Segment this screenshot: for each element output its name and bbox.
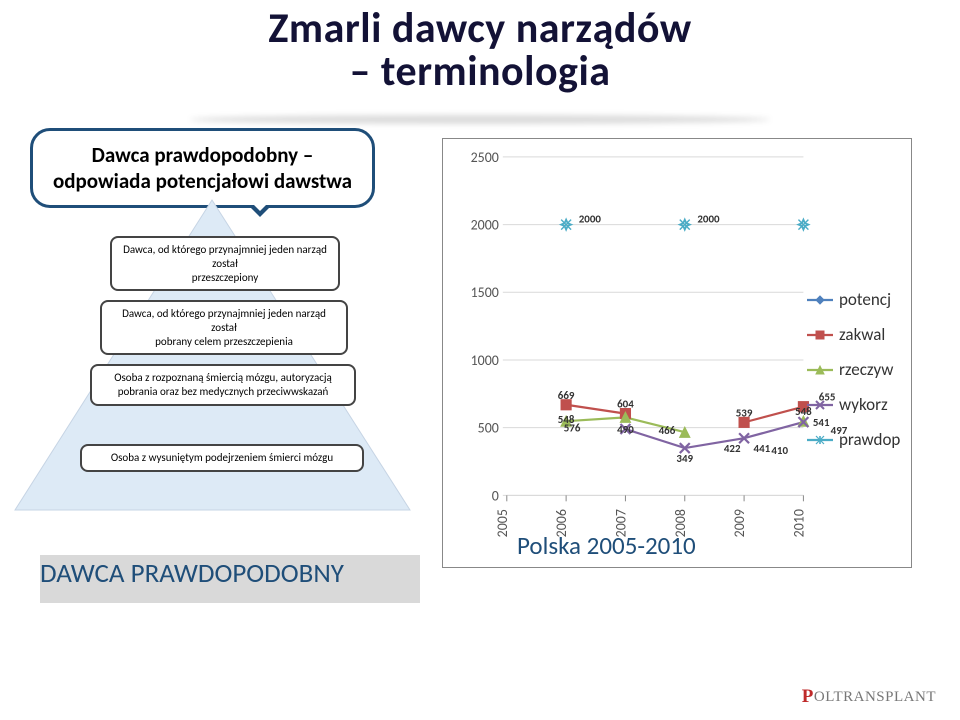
svg-text:539: 539 [736, 406, 753, 419]
legend-label-rzeczyw: rzeczyw [839, 359, 893, 380]
title-line2: – terminologia [350, 46, 611, 97]
svg-text:1000: 1000 [471, 352, 499, 369]
svg-text:441: 441 [754, 442, 771, 455]
svg-text:349: 349 [676, 452, 693, 465]
svg-text:466: 466 [659, 424, 676, 437]
legend-row-wykorz: wykorz [807, 394, 905, 415]
svg-text:2010: 2010 [790, 509, 807, 537]
svg-text:1500: 1500 [471, 284, 499, 301]
legend-row-potencj: potencj [807, 289, 905, 310]
logo-p: P [802, 686, 814, 707]
callout-line1: Dawca prawdopodobny – [92, 142, 314, 168]
poltransplant-logo: POLTRANSPLANT [802, 686, 936, 708]
callout-line2: odpowiada potencjałowi dawstwa [53, 168, 352, 194]
svg-text:2005: 2005 [494, 509, 511, 537]
svg-text:576: 576 [564, 421, 581, 434]
svg-text:2000: 2000 [697, 213, 720, 226]
svg-text:0: 0 [492, 487, 499, 504]
chart-caption: Polska 2005-2010 [517, 530, 696, 561]
svg-text:669: 669 [558, 389, 575, 402]
y-axis: 0 500 1000 1500 2000 2500 [471, 149, 499, 504]
page-title: Zmarli dawcy narządów – terminologia [190, 8, 770, 94]
svg-text:604: 604 [617, 398, 634, 411]
chart-legend: potencj zakwal rzeczyw wykorz prawdop [807, 289, 905, 464]
legend-row-prawdop: prawdop [807, 429, 905, 450]
callout-bubble: Dawca prawdopodobny – odpowiada potencja… [30, 128, 375, 208]
legend-row-rzeczyw: rzeczyw [807, 359, 905, 380]
svg-text:490: 490 [617, 423, 634, 436]
title-shadow [190, 115, 770, 124]
svg-text:2000: 2000 [471, 217, 499, 234]
legend-label-potencj: potencj [839, 289, 891, 310]
svg-text:410: 410 [771, 444, 788, 457]
svg-text:2000: 2000 [579, 213, 602, 226]
svg-text:2500: 2500 [471, 149, 499, 166]
svg-text:422: 422 [724, 442, 741, 455]
legend-label-wykorz: wykorz [839, 394, 888, 415]
bottom-label: DAWCA PRAWDOPODOBNY [40, 557, 420, 590]
legend-label-prawdop: prawdop [839, 429, 900, 450]
svg-text:2009: 2009 [731, 509, 748, 537]
legend-row-zakwal: zakwal [807, 324, 905, 345]
box-retrieved: Dawca, od którego przynajmniej jeden nar… [100, 300, 348, 355]
box-authorized: Osoba z rozpoznaną śmiercią mózgu, autor… [90, 364, 356, 406]
logo-rest: OLTRANSPLANT [814, 689, 936, 705]
legend-label-zakwal: zakwal [839, 324, 885, 345]
chart-container: 05001000150020002500 2005200620072008200… [442, 138, 912, 568]
box-suspected: Osoba z wysuniętym podejrzeniem śmierci … [80, 444, 364, 472]
svg-text:500: 500 [478, 420, 499, 437]
box-transplanted: Dawca, od którego przynajmniej jeden nar… [110, 236, 340, 291]
